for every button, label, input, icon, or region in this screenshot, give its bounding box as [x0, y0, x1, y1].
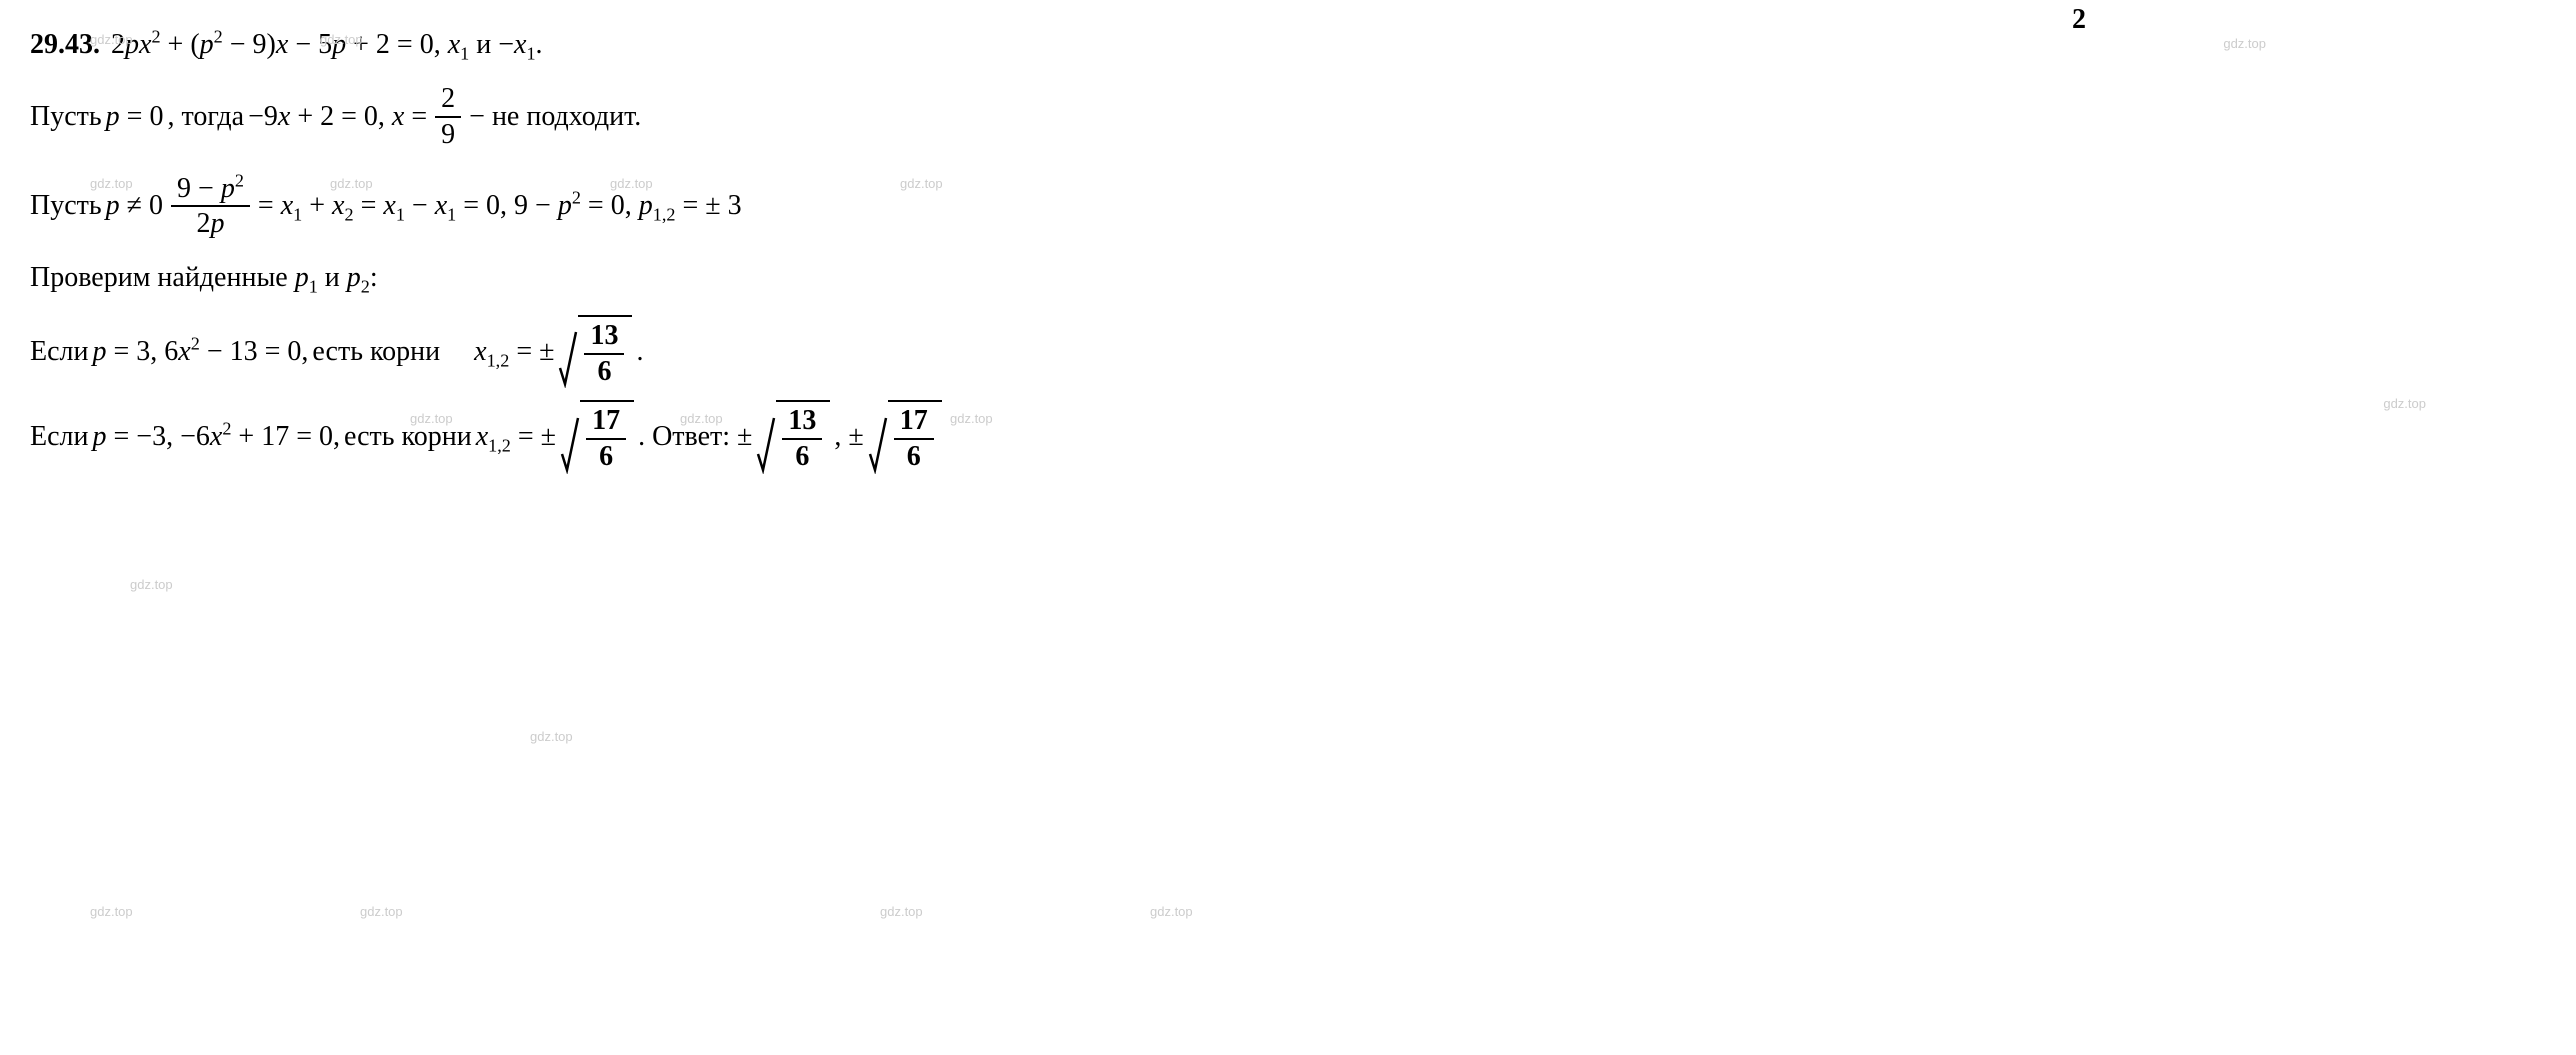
frac-den: 9	[435, 118, 461, 152]
check-line: gdz.top Проверим найденные p1 и p2:	[30, 253, 2546, 303]
text-if1: Если	[30, 327, 89, 377]
watermark: gdz.top	[880, 900, 923, 923]
sqrt-ans-17-6: 17 6	[868, 400, 942, 473]
fraction-ans-17-6: 17 6	[894, 404, 934, 473]
case-p-nonzero-line: gdz.top gdz.top gdz.top gdz.top Пусть p …	[30, 172, 2546, 241]
frac-den: 6	[591, 355, 617, 389]
cond-p3: p = 3, 6x2 − 13 = 0,	[93, 327, 309, 377]
frac-num: 2	[435, 82, 461, 118]
roots-expr1: x1,2 = ±	[474, 327, 554, 377]
case-p3-line: gdz.top Если p = 3, 6x2 − 13 = 0, есть к…	[30, 315, 2546, 388]
fraction-ans-13-6: 13 6	[782, 404, 822, 473]
sqrt-sign-icon	[756, 400, 776, 473]
text-if2: Если	[30, 412, 89, 462]
math-solution-container: gdz.top gdz.top gdz.top 29.43. 2px2 + (p…	[30, 20, 2546, 474]
sqrt-sign-icon	[560, 400, 580, 473]
dot: .	[636, 327, 643, 377]
sqrt-content: 17 6	[888, 400, 942, 473]
frac-num: 13	[584, 319, 624, 355]
frac-num: 9 − p2	[171, 172, 250, 208]
fraction-13-6: 13 6	[584, 319, 624, 388]
sqrt-content: 13 6	[578, 315, 632, 388]
watermark: gdz.top	[90, 28, 133, 51]
fraction-2-9: 2 9	[435, 82, 461, 151]
eq-linear: −9x + 2 = 0, x =	[248, 92, 427, 142]
text-not-fit: − не подходит.	[469, 92, 641, 142]
case-p-zero-line: gdz.top gdz.top gdz.top gdz.top Пусть p …	[30, 82, 2546, 151]
fraction-17-6: 17 6	[586, 404, 626, 473]
sqrt-sign-icon	[558, 315, 578, 388]
text-then: , тогда	[167, 92, 244, 142]
eq-sum-roots: = x1 + x2 = x1 − x1 = 0, 9 − p2 = 0, p1,…	[258, 181, 742, 231]
answer-label: . Ответ: ±	[638, 412, 752, 462]
watermark: gdz.top	[1150, 900, 1193, 923]
watermark: gdz.top	[90, 900, 133, 923]
sqrt-13-6: 13 6	[558, 315, 632, 388]
sqrt-17-6: 17 6	[560, 400, 634, 473]
fragment-2: 2	[2072, 0, 2086, 45]
cond-pminus3: p = −3, −6x2 + 17 = 0,	[93, 412, 341, 462]
frac-den: 6	[593, 440, 619, 474]
sqrt-content: 13 6	[776, 400, 830, 473]
text-roots2: есть корни	[344, 412, 472, 462]
cond-p0: p = 0	[106, 92, 164, 142]
fraction-vieta: 9 − p2 2p	[171, 172, 250, 241]
roots-expr2: x1,2 = ±	[476, 412, 556, 462]
watermark: gdz.top	[360, 900, 403, 923]
problem-line: gdz.top gdz.top 29.43. 2px2 + (p2 − 9)x …	[30, 20, 2546, 70]
frac-num: 17	[894, 404, 934, 440]
text-check: Проверим найденные p1 и p2:	[30, 253, 378, 303]
sqrt-ans-13-6: 13 6	[756, 400, 830, 473]
frac-num: 13	[782, 404, 822, 440]
watermark: gdz.top	[530, 725, 573, 748]
frac-den: 2p	[190, 207, 230, 241]
watermark: gdz.top	[320, 28, 363, 51]
cond-pne0: p ≠ 0	[106, 181, 163, 231]
watermark: gdz.top	[130, 573, 173, 596]
case-pminus3-line: gdz.top gdz.top gdz.top gdz.top Если p =…	[30, 400, 2546, 473]
text-let: Пусть	[30, 92, 102, 142]
frac-den: 6	[901, 440, 927, 474]
sqrt-content: 17 6	[580, 400, 634, 473]
text-let2: Пусть	[30, 181, 102, 231]
text-roots1: есть корни	[312, 327, 440, 377]
sqrt-sign-icon	[868, 400, 888, 473]
comma: , ±	[834, 412, 863, 462]
frac-num: 17	[586, 404, 626, 440]
frac-den: 6	[789, 440, 815, 474]
